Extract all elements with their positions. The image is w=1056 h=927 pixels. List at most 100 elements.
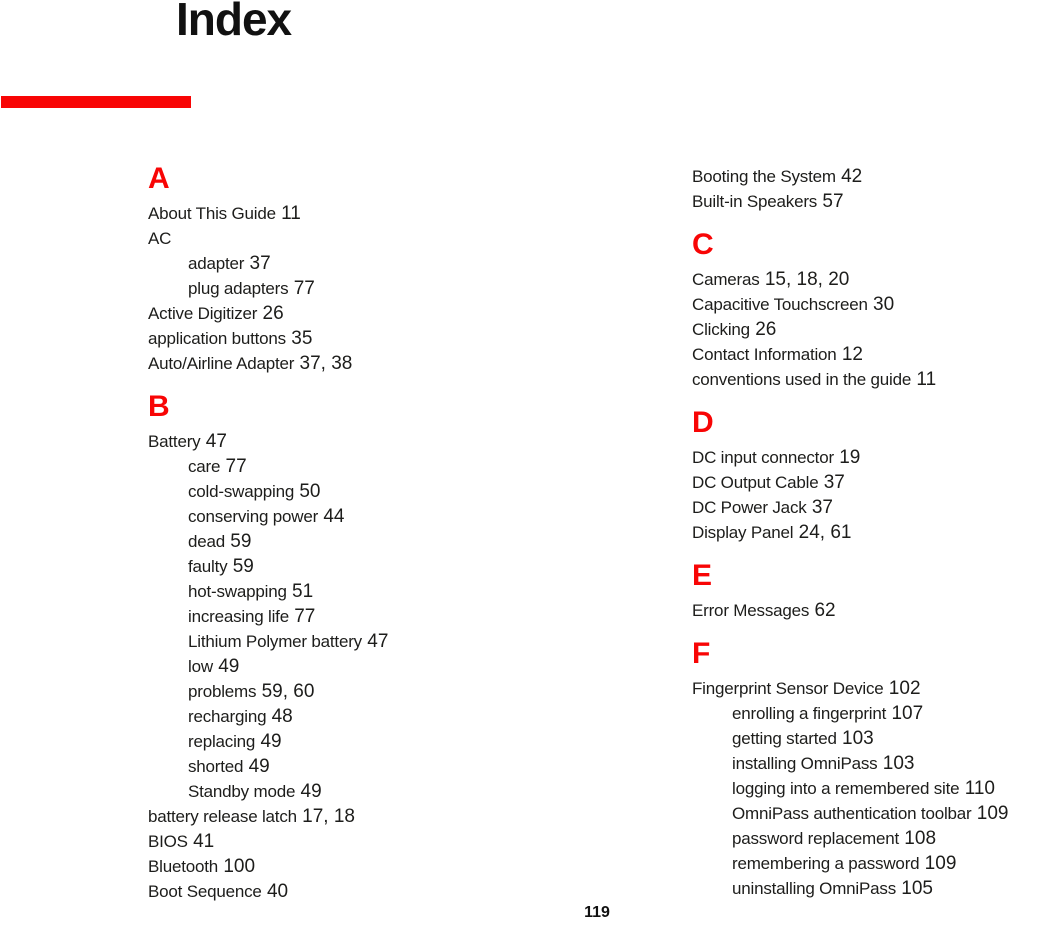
entry-pages: 49 (243, 756, 270, 777)
section-heading-e: E (692, 559, 713, 592)
index-entry: Battery 47 (148, 429, 618, 454)
entry-pages: 24, 61 (793, 522, 852, 543)
index-entry: hot-swapping 51 (148, 579, 618, 604)
index-entry: Display Panel 24, 61 (692, 520, 1056, 545)
entry-pages: 109 (971, 803, 1009, 824)
entry-pages: 109 (919, 853, 957, 874)
entry-label: plug adapters (188, 279, 289, 298)
entry-pages: 100 (218, 856, 256, 877)
index-entry: AC (148, 226, 618, 251)
section-heading-f: F (692, 637, 711, 670)
entry-pages: 107 (886, 703, 924, 724)
section-heading-d: D (692, 406, 714, 439)
entry-label: installing OmniPass (732, 754, 878, 773)
index-section-a: A About This Guide 11 AC adapter 37 plug ada… (148, 164, 618, 376)
index-entry: BIOS 41 (148, 829, 618, 854)
page-title: Index (176, 0, 292, 45)
entry-label: Bluetooth (148, 857, 219, 876)
entry-label: Battery (148, 432, 201, 451)
index-entry: Lithium Polymer battery 47 (148, 629, 618, 654)
index-entry: remembering a password 109 (692, 851, 1056, 876)
index-entry: problems 59, 60 (148, 679, 618, 704)
entry-pages: 49 (255, 731, 282, 752)
index-entry: low 49 (148, 654, 618, 679)
index-section-d: D DC input connector 19 DC Output Cable 37… (692, 408, 1056, 545)
entry-label: shorted (188, 757, 244, 776)
entry-pages: 35 (285, 328, 313, 349)
entry-pages: 37 (806, 497, 833, 518)
entry-pages: 26 (257, 303, 284, 324)
entry-pages: 77 (288, 606, 316, 627)
entry-label: remembering a password (732, 854, 920, 873)
entry-pages: 42 (835, 166, 863, 187)
entry-pages: 44 (318, 506, 345, 527)
index-entry: plug adapters 77 (148, 276, 618, 301)
index-entry: DC Power Jack 37 (692, 495, 1056, 520)
entry-pages: 11 (911, 369, 937, 390)
entry-label: Display Panel (692, 523, 794, 542)
entry-pages: 110 (959, 778, 995, 799)
entry-label: BIOS (148, 832, 188, 851)
index-entry: increasing life 77 (148, 604, 618, 629)
index-entry: Bluetooth 100 (148, 854, 618, 879)
entry-label: adapter (188, 254, 245, 273)
index-entry: OmniPass authentication toolbar 109 (692, 801, 1056, 826)
entry-pages: 77 (220, 456, 247, 477)
index-entry: Clicking 26 (692, 317, 1056, 342)
index-entry: Built-in Speakers 57 (692, 189, 1056, 214)
entry-pages: 77 (288, 278, 315, 299)
index-entry: cold-swapping 50 (148, 479, 618, 504)
entry-label: AC (148, 229, 172, 248)
index-entry: enrolling a fingerprint 107 (692, 701, 1056, 726)
entry-label: Contact Information (692, 345, 837, 364)
entry-pages: 17, 18 (296, 806, 355, 827)
entry-label: Capacitive Touchscreen (692, 295, 868, 314)
index-right-column: Booting the System 42 Built-in Speakers 5… (692, 164, 1056, 901)
index-entry: Boot Sequence 40 (148, 879, 618, 904)
entry-label: uninstalling OmniPass (732, 879, 896, 898)
entry-pages: 37 (244, 253, 271, 274)
index-entry: shorted 49 (148, 754, 618, 779)
entry-pages: 49 (212, 656, 240, 677)
index-entry: DC Output Cable 37 (692, 470, 1056, 495)
section-heading-a: A (148, 162, 170, 195)
index-entry: Active Digitizer 26 (148, 301, 618, 326)
entry-pages: 50 (294, 481, 321, 502)
entry-label: application buttons (148, 329, 286, 348)
index-entry: About This Guide 11 (148, 201, 618, 226)
entry-pages: 30 (867, 294, 895, 315)
index-entry: installing OmniPass 103 (692, 751, 1056, 776)
entry-label: replacing (188, 732, 256, 751)
entry-label: battery release latch (148, 807, 297, 826)
entry-label: Cameras (692, 270, 760, 289)
entry-pages: 62 (809, 600, 836, 621)
index-entry: Cameras 15, 18, 20 (692, 267, 1056, 292)
index-entry: Booting the System 42 (692, 164, 1056, 189)
entry-label: Standby mode (188, 782, 296, 801)
entry-label: Active Digitizer (148, 304, 258, 323)
entry-pages: 105 (896, 878, 933, 899)
entry-label: Booting the System (692, 167, 836, 186)
index-entry: getting started 103 (692, 726, 1056, 751)
index-section-e: E Error Messages 62 (692, 561, 1056, 623)
entry-pages: 19 (833, 447, 861, 468)
entry-pages: 41 (187, 831, 215, 852)
page-number: 119 (584, 904, 610, 921)
index-entry: Contact Information 12 (692, 342, 1056, 367)
entry-label: low (188, 657, 213, 676)
index-left-column: A About This Guide 11 AC adapter 37 plug ada… (148, 164, 618, 904)
index-entry: Standby mode 49 (148, 779, 618, 804)
accent-bar (1, 96, 191, 108)
index-entry: logging into a remembered site 110 (692, 776, 1056, 801)
entry-label: DC input connector (692, 448, 834, 467)
entry-pages: 11 (275, 203, 301, 224)
entry-pages: 51 (286, 581, 314, 602)
entry-label: faulty (188, 557, 228, 576)
index-entry: faulty 59 (148, 554, 618, 579)
entry-pages: 103 (836, 728, 874, 749)
entry-label: Built-in Speakers (692, 192, 818, 211)
entry-pages: 37, 38 (294, 353, 353, 374)
entry-pages: 40 (261, 881, 289, 902)
entry-label: Error Messages (692, 601, 810, 620)
entry-label: DC Power Jack (692, 498, 807, 517)
